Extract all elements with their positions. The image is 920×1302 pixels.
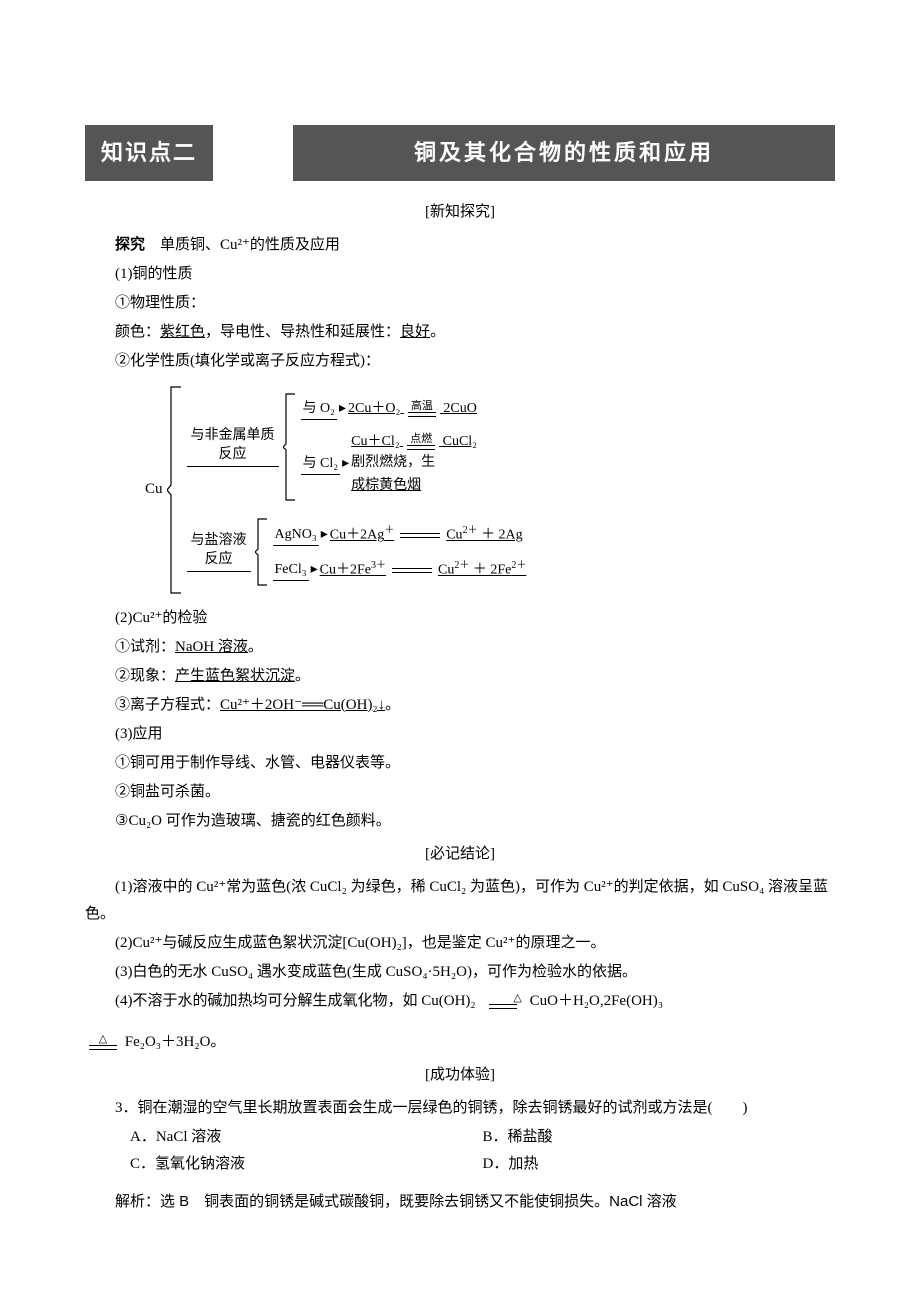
b2i2-reagent: FeCl₃ [273,559,309,581]
option-c: C．氢氧化钠溶液 [130,1151,483,1178]
b1i2-line2: 成棕黄色烟 [351,475,477,496]
conclusion-3: (3)白色的无水 CuSO₄ 遇水变成蓝色(生成 CuSO₄·5H₂O)，可作为… [85,959,835,986]
s1-p1-b: ，导电性、导热性和延展性： [205,324,400,340]
explore-title-text: 单质铜、Cu²⁺的性质及应用 [145,237,340,253]
s1-p2-label: ②化学性质(填化学或离子反应方程式)： [85,348,835,375]
section-label: 知识点二 [85,125,213,181]
s1-p1-u2: 良好 [400,324,430,340]
answer-text: 解析：选 B 铜表面的铜锈是碱式碳酸铜，既要除去铜锈又不能使铜损失。NaCl 溶… [85,1188,835,1215]
b2i1-eqn: Cu＋2Ag＋Cu2＋ ＋ 2Ag [330,523,523,546]
branch2-bracket [255,517,269,587]
s1-p1-label: ①物理性质： [85,290,835,317]
section-header: 知识点二 铜及其化合物的性质和应用 [85,125,835,181]
arrow-icon: ▸ [311,559,318,580]
branch1-l1: 与非金属单质 [191,427,275,445]
b2i2-eqn: Cu＋2Fe3＋Cu2＋ ＋ 2Fe2＋ [320,558,527,581]
explore-prefix: 探究 [115,237,145,253]
cond-arrow: 高温 [408,401,436,417]
option-d: D．加热 [483,1151,836,1178]
b1i1-reagent: 与 O₂ [301,398,338,420]
cond-arrow: 点燃 [407,434,435,450]
question-stem: 3．铜在潮湿的空气里长期放置表面会生成一层绿色的铜锈，除去铜锈最好的试剂或方法是… [85,1095,835,1122]
outer-bracket [167,385,183,595]
b1i2-reagent: 与 Cl₂ [301,453,341,475]
branch1-label: 与非金属单质 反应 [187,427,279,466]
subheader-practice: [成功体验] [85,1062,835,1089]
arrow-icon: ▸ [339,398,346,419]
branch2-l1: 与盐溶液 [191,532,247,550]
branch2-item1: AgNO₃ ▸ Cu＋2Ag＋Cu2＋ ＋ 2Ag [273,523,527,546]
triangle-arrow: △ [89,1034,117,1050]
branch1-l2: 反应 [219,446,247,464]
arrow-icon: ▸ [342,453,349,474]
s1-p1-u1: 紫红色 [160,324,205,340]
s1-p1-c: 。 [430,324,445,340]
s2-heading: (2)Cu²⁺的检验 [85,605,835,632]
question-options: A．NaCl 溶液 B．稀盐酸 C．氢氧化钠溶液 D．加热 [85,1124,835,1178]
subheader-conclusion: [必记结论] [85,841,835,868]
s2-p2: ②现象：产生蓝色絮状沉淀。 [85,663,835,690]
subheader-explore: [新知探究] [85,199,835,226]
s2-p1: ①试剂：NaOH 溶液。 [85,634,835,661]
reaction-diagram: Cu 与非金属单质 反应 [145,385,835,595]
b2i1-reagent: AgNO₃ [273,524,319,546]
s1-heading: (1)铜的性质 [85,261,835,288]
s1-p1-a: 颜色： [115,324,160,340]
branch-nonmetal: 与非金属单质 反应 与 O₂ ▸ 2Cu＋O₂ [187,392,527,502]
s2-p3: ③离子方程式：Cu²⁺＋2OH⁻══Cu(OH)₂↓。 [85,692,835,719]
triangle-arrow: △ [483,993,521,1009]
section-title: 铜及其化合物的性质和应用 [293,125,835,181]
option-a: A．NaCl 溶液 [130,1124,483,1151]
branch1-bracket [283,392,297,502]
option-b: B．稀盐酸 [483,1124,836,1151]
s3-p3: ③Cu₂O 可作为造玻璃、搪瓷的红色颜料。 [85,808,835,835]
b1i1-eqn: 2Cu＋O₂ 高温 2CuO [348,398,477,419]
b1i2-eqn: Cu＋Cl₂ 点燃 CuCl₂ [351,431,477,452]
s3-p2: ②铜盐可杀菌。 [85,779,835,806]
branch1-item2: 与 Cl₂ ▸ Cu＋Cl₂ 点燃 CuC [301,431,478,496]
branch-salt: 与盐溶液 反应 AgNO₃ ▸ Cu＋2Ag＋Cu2＋ ＋ 2Ag [187,517,527,587]
s3-heading: (3)应用 [85,721,835,748]
explore-title: 探究 单质铜、Cu²⁺的性质及应用 [85,232,835,259]
branch2-label: 与盐溶液 反应 [187,532,251,571]
b1i2-tail: 剧烈燃烧，生 [351,452,477,473]
conclusion-4b: △ Fe₂O₃＋3H₂O。 [85,1029,835,1056]
s3-p1: ①铜可用于制作导线、水管、电器仪表等。 [85,750,835,777]
s1-p1-line: 颜色：紫红色，导电性、导热性和延展性：良好。 [85,319,835,346]
conclusion-4: (4)不溶于水的碱加热均可分解生成氧化物，如 Cu(OH)₂ △ CuO＋H₂O… [85,988,835,1015]
conclusion-2: (2)Cu²⁺与碱反应生成蓝色絮状沉淀[Cu(OH)₂]，也是鉴定 Cu²⁺的原… [85,930,835,957]
branch2-item2: FeCl₃ ▸ Cu＋2Fe3＋Cu2＋ ＋ 2Fe2＋ [273,558,527,581]
arrow-icon: ▸ [321,524,328,545]
diagram-root: Cu [145,385,167,595]
conclusion-1: (1)溶液中的 Cu²⁺常为蓝色(浓 CuCl₂ 为绿色，稀 CuCl₂ 为蓝色… [85,874,835,928]
branch1-item1: 与 O₂ ▸ 2Cu＋O₂ 高温 2CuO [301,398,478,420]
branch2-l2: 反应 [205,551,233,569]
